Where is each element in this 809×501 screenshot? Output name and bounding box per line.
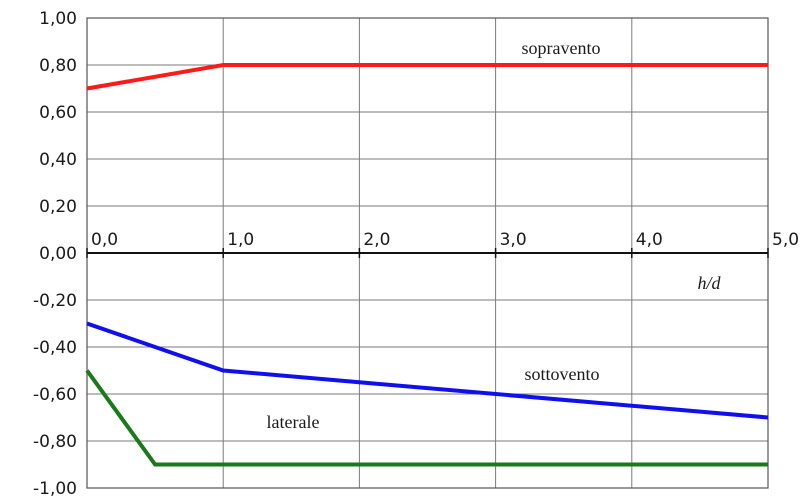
x-tick-label: 0,0 [91,230,118,250]
series-label-laterale: laterale [267,412,320,432]
y-tick-label: -0,20 [33,291,77,311]
series-line-sottovento [86,321,769,420]
x-tick-label: 1,0 [227,230,254,250]
y-tick-label: -0,80 [33,432,77,452]
series-line-laterale [85,369,768,467]
y-tick-label: -1,00 [33,479,77,499]
y-tick-label: 0,40 [39,150,77,170]
annotations: sopravento sottovento laterale h/d [267,38,722,432]
y-tick-labels: 1,00 0,80 0,60 0,40 0,20 0,00 -0,20 -0,40 -0,60 -… [33,9,77,499]
y-tick-label: -0,60 [33,385,77,405]
x-axis-label: h/d [697,273,721,293]
y-tick-label: 1,00 [39,9,77,29]
x-tick-label: 5,0 [772,230,799,250]
x-tick-label: 2,0 [363,230,390,250]
x-tick-label: 3,0 [500,230,527,250]
y-tick-label: 0,60 [39,103,77,123]
series-line-sopravento [86,63,768,91]
y-tick-label: 0,80 [39,56,77,76]
series-label-sottovento: sottovento [525,364,600,384]
axes [86,17,769,489]
x-tick-labels: 0,0 1,0 2,0 3,0 4,0 5,0 [91,230,799,250]
y-tick-label: -0,40 [33,338,77,358]
series-lines [85,63,769,467]
y-tick-label: 0,20 [39,197,77,217]
y-tick-label: 0,00 [39,244,77,264]
series-label-sopravento: sopravento [522,38,601,58]
x-tick-label: 4,0 [636,230,663,250]
